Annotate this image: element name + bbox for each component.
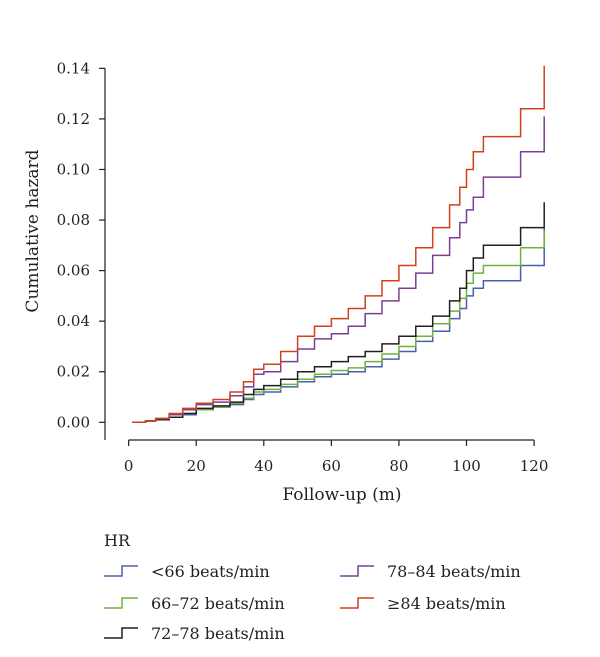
x-tick-label: 120 [520, 457, 549, 475]
legend-symbol [340, 565, 374, 577]
legend-label: 78–84 beats/min [387, 562, 521, 581]
series-line-4 [132, 65, 545, 424]
y-tick-label: 0.04 [57, 312, 90, 330]
x-tick-label: 100 [452, 457, 481, 475]
legend-label: 72–78 beats/min [151, 624, 285, 643]
y-tick-label: 0.00 [57, 413, 90, 431]
legend-symbol [340, 597, 374, 609]
y-tick-label: 0.10 [57, 160, 90, 178]
legend-label: <66 beats/min [151, 562, 270, 581]
y-tick-label: 0.12 [57, 110, 90, 128]
series-line-2 [132, 202, 545, 424]
x-tick-label: 60 [322, 457, 341, 475]
series-line-1 [132, 230, 545, 424]
y-axis-ticks: 0.00 0.02 0.04 0.06 0.08 0.10 0.12 0.14 [57, 59, 105, 431]
plot-area: 0.00 0.02 0.04 0.06 0.08 0.10 0.12 0.14 0 20 40 60… [57, 59, 549, 475]
x-tick-label: 20 [187, 457, 206, 475]
y-tick-label: 0.02 [57, 363, 90, 381]
y-axis-title: Cumulative hazard [23, 149, 43, 312]
x-tick-label: 40 [254, 457, 273, 475]
legend-symbol [104, 565, 138, 577]
y-tick-label: 0.14 [57, 59, 90, 77]
series-layer [132, 65, 545, 424]
legend-items: <66 beats/min 66–72 beats/min 72–78 beats/… [104, 562, 521, 643]
series-line-0 [132, 227, 545, 424]
legend-title: HR [104, 531, 131, 550]
y-tick-label: 0.06 [57, 262, 90, 280]
x-axis-title: Follow-up (m) [282, 485, 401, 505]
x-tick-label: 80 [389, 457, 408, 475]
x-tick-label: 0 [124, 457, 134, 475]
legend-symbol [104, 597, 138, 609]
legend-label: ≥84 beats/min [387, 594, 506, 613]
legend: HR <66 beats/min 66–72 beats/min 72–78 bea… [104, 531, 521, 643]
y-tick-label: 0.08 [57, 211, 90, 229]
series-line-3 [132, 116, 545, 424]
x-axis-ticks: 0 20 40 60 80 100 120 [124, 440, 549, 475]
legend-symbol [104, 627, 138, 639]
legend-label: 66–72 beats/min [151, 594, 285, 613]
